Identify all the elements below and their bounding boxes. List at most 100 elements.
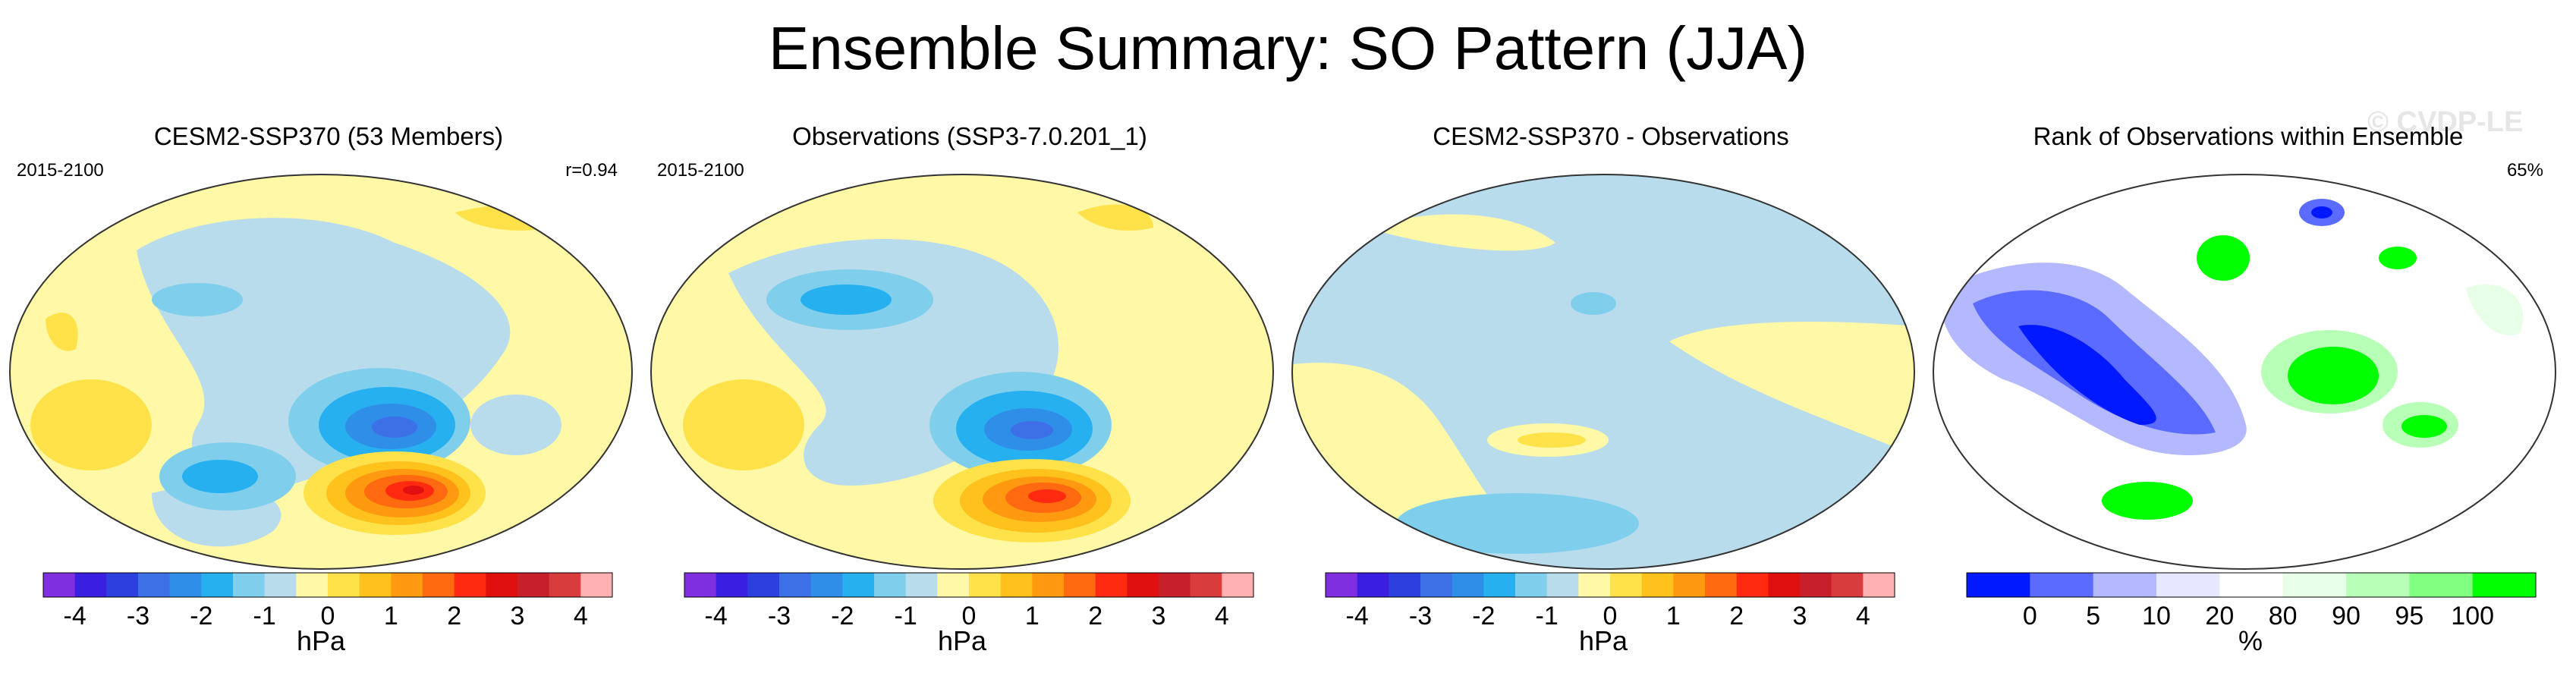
colorbar-4-tick-label: 0 [2023,602,2037,630]
colorbar-3-box-11 [1641,573,1674,597]
watermark: © CVDP-LE [2367,106,2524,138]
figure-title: Ensemble Summary: SO Pattern (JJA) [768,14,1808,82]
colorbar-3-box-9 [1578,573,1611,597]
colorbar-4-tick-label: 95 [2395,602,2423,630]
colorbars: -4 -3 -2 -1 0 1 2 3 4 -4 -3 -2 -1 0 1 2 3 4 -4 -3 -2 -1 0 1 2 3 4 0… [42,572,2537,630]
colorbar-3-box-7 [1515,573,1548,597]
colorbar-1-box-3 [106,573,139,597]
colorbar-3-box-2 [1357,573,1389,597]
colorbar-1-unit: hPa [296,625,346,656]
colorbar-1-box-13 [423,573,455,597]
colorbar-4-tick-label: 80 [2269,602,2298,630]
colorbar-2-box-2 [716,573,748,597]
colorbar-4-box-1 [1967,573,2030,597]
map-panel-2 [651,175,1273,569]
colorbar-2-box-15 [1127,573,1159,597]
colorbar-2-box-4 [779,573,812,597]
colorbar-4-tick-label: 20 [2205,602,2234,630]
colorbar-2-tick-label: -4 [705,602,728,630]
panel-4-summary: 65% [2506,160,2543,181]
colorbar-1-tick-label: 4 [574,602,588,630]
colorbar-3-box-1 [1326,573,1358,597]
colorbar-4: 0 5 10 20 80 90 95 100 [1966,572,2537,630]
colorbar-1-box-7 [233,573,266,597]
colorbar-1-box-12 [391,573,423,597]
colorbar-1-box-4 [138,573,171,597]
colorbar-4-box-7 [2346,573,2410,597]
colorbar-3-box-12 [1673,573,1706,597]
panel-2-period: 2015-2100 [657,160,744,181]
colorbar-3-box-14 [1736,573,1769,597]
colorbar-3-box-15 [1768,573,1801,597]
colorbar-2-box-8 [905,573,938,597]
colorbar-4-box-9 [2472,573,2537,597]
colorbar-3-box-16 [1800,573,1832,597]
colorbar-1-box-18 [580,573,613,597]
colorbar-3-tick-label: -2 [1472,602,1495,630]
colorbar-1-box-15 [486,573,518,597]
colorbar-2-tick-label: -2 [831,602,854,630]
colorbar-2-box-13 [1064,573,1096,597]
colorbar-2-tick-label: 4 [1215,602,1229,630]
colorbar-1-tick-label: 0 [321,602,335,630]
colorbar-1-box-11 [359,573,392,597]
colorbar-1: -4 -3 -2 -1 0 1 2 3 4 [42,572,613,630]
colorbar-3: -4 -3 -2 -1 0 1 2 3 4 [1325,572,1895,630]
colorbar-2-box-16 [1159,573,1191,597]
colorbar-3-box-10 [1610,573,1643,597]
colorbar-1-tick-label: -3 [127,602,149,630]
panel-1-correlation: r=0.94 [565,160,618,181]
colorbar-2-box-10 [969,573,1002,597]
map-panel-4 [1933,175,2556,569]
colorbar-1-box-16 [517,573,550,597]
colorbar-1-tick-label: 3 [511,602,525,630]
colorbar-1-tick-label: 2 [447,602,461,630]
colorbar-2-tick-label: 1 [1025,602,1040,630]
colorbar-3-box-8 [1546,573,1579,597]
colorbar-4-tick-label: 5 [2086,602,2100,630]
colorbar-2-tick-label: -3 [768,602,791,630]
colorbar-3-tick-label: 2 [1729,602,1744,630]
colorbar-4-box-8 [2409,573,2474,597]
colorbar-2: -4 -3 -2 -1 0 1 2 3 4 [684,572,1254,630]
colorbar-1-tick-label: -1 [253,602,276,630]
colorbar-4-box-6 [2282,573,2347,597]
colorbar-2-box-18 [1222,573,1254,597]
map-panel-1 [10,175,632,569]
colorbar-4-unit: % [2238,625,2263,656]
panel-title-1: CESM2-SSP370 (53 Members) [153,122,504,150]
colorbar-3-box-6 [1483,573,1516,597]
colorbar-2-box-14 [1095,573,1128,597]
colorbar-4-box-3 [2093,573,2157,597]
colorbar-4-box-4 [2156,573,2220,597]
colorbar-3-unit: hPa [1578,625,1628,656]
colorbar-1-box-1 [43,573,76,597]
colorbar-1-tick-label: -4 [64,602,86,630]
colorbar-2-box-3 [747,573,780,597]
colorbar-2-box-9 [937,573,970,597]
map-panel-3 [1292,175,1914,569]
colorbar-3-tick-label: 4 [1856,602,1870,630]
colorbar-3-tick-label: 1 [1666,602,1681,630]
colorbar-2-unit: hPa [937,625,987,656]
colorbar-2-box-1 [684,573,717,597]
colorbar-2-tick-label: 2 [1088,602,1102,630]
colorbar-1-box-2 [74,573,107,597]
colorbar-1-box-17 [549,573,581,597]
colorbar-4-tick-label: 100 [2451,602,2494,630]
colorbar-1-box-10 [328,573,360,597]
colorbar-1-tick-label: -2 [190,602,212,630]
colorbar-1-box-5 [169,573,202,597]
colorbar-2-box-5 [810,573,843,597]
colorbar-3-box-3 [1389,573,1421,597]
panel-title-4: Rank of Observations within Ensemble [2033,122,2464,150]
colorbar-2-tick-label: -1 [895,602,917,630]
colorbar-4-box-5 [2219,573,2284,597]
colorbar-3-box-4 [1420,573,1453,597]
colorbar-2-tick-label: 3 [1152,602,1166,630]
colorbar-3-tick-label: -3 [1409,602,1432,630]
colorbar-4-tick-label: 10 [2142,602,2171,630]
colorbar-3-box-13 [1705,573,1738,597]
colorbar-1-box-9 [296,573,329,597]
